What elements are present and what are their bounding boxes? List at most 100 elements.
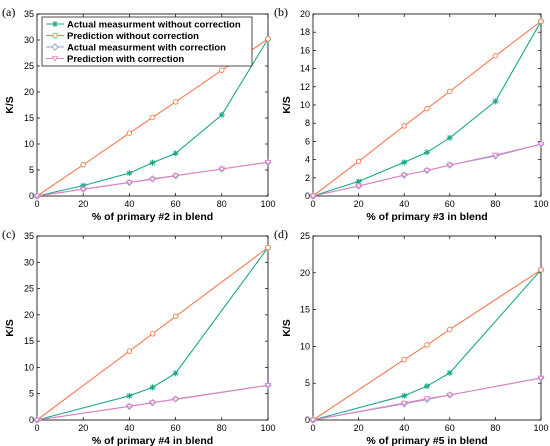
data-point [492, 98, 499, 105]
panel-label: (c) [2, 227, 15, 241]
x-tick-label: 40 [399, 199, 409, 209]
legend-entry: Prediction without correction [67, 31, 199, 42]
y-tick-label: 20 [300, 268, 310, 278]
series-prediction-with [33, 383, 272, 424]
y-tick-label: 5 [29, 389, 34, 399]
y-tick-label: 20 [300, 9, 310, 19]
data-point [537, 375, 545, 382]
panel-label: (b) [274, 5, 288, 19]
y-tick-label: 18 [300, 27, 310, 37]
y-axis-label: K/S [4, 319, 16, 337]
y-tick-label: 35 [24, 231, 34, 241]
y-tick-label: 35 [24, 9, 34, 19]
data-point [218, 111, 225, 118]
x-tick-label: 20 [354, 423, 364, 433]
y-tick-label: 20 [24, 310, 34, 320]
x-tick-label: 40 [399, 423, 409, 433]
x-axis-label: % of primary #2 in blend [92, 211, 213, 223]
panel-label: (d) [274, 227, 288, 241]
y-tick-label: 20 [24, 87, 34, 97]
data-point [446, 369, 453, 376]
legend-marker [51, 43, 59, 51]
y-tick-label: 2 [305, 173, 310, 183]
chart-panel-c: 0 20 40 60 80 100 0 5 10 15 20 25 30 35 % of primary #… [2, 227, 276, 446]
data-point [218, 166, 226, 173]
x-tick-label: 100 [260, 423, 275, 433]
legend-box [41, 16, 253, 67]
data-point [400, 172, 408, 179]
legend-entry: Actual measurment without correction [67, 19, 241, 30]
y-tick-label: 30 [24, 257, 34, 267]
x-tick-label: 20 [354, 199, 364, 209]
data-point [79, 186, 87, 193]
panel-label: (a) [2, 5, 15, 19]
data-point [126, 130, 133, 136]
x-tick-label: 0 [34, 423, 39, 433]
y-tick-label: 15 [300, 305, 310, 315]
data-point [309, 193, 317, 200]
data-point [401, 392, 408, 399]
data-point [401, 123, 407, 129]
plot-frame [36, 235, 269, 421]
data-point [172, 370, 179, 377]
series-prediction-with [33, 159, 272, 200]
x-tick-label: 100 [260, 199, 275, 209]
x-tick-label: 20 [78, 423, 88, 433]
x-tick-label: 0 [310, 423, 315, 433]
data-point [355, 183, 363, 190]
data-point [172, 313, 179, 320]
data-point [264, 383, 272, 389]
y-tick-label: 10 [300, 341, 310, 351]
y-axis-label: K/S [4, 96, 16, 114]
plot-frame [312, 235, 542, 421]
y-tick-label: 6 [305, 136, 310, 146]
y-tick-label: 0 [305, 191, 310, 201]
data-point [172, 150, 179, 157]
y-tick-label: 10 [24, 139, 34, 149]
data-point [265, 244, 271, 251]
data-point [401, 356, 407, 363]
data-point [400, 400, 408, 407]
x-tick-label: 60 [445, 423, 455, 433]
y-tick-label: 30 [24, 35, 34, 45]
chart-panel-a: 0 20 40 60 80 100 0 5 10 15 20 25 30 35 % of primary #… [2, 5, 276, 223]
legend-marker [52, 32, 58, 39]
x-tick-label: 100 [533, 423, 548, 433]
y-axis-label: K/S [281, 96, 293, 114]
x-tick-label: 20 [78, 199, 88, 209]
y-tick-label: 15 [24, 113, 34, 123]
data-point [149, 400, 156, 406]
series-prediction-without [310, 267, 544, 423]
x-tick-label: 80 [217, 199, 227, 209]
data-point [424, 105, 430, 112]
data-point [149, 177, 156, 183]
data-point [172, 173, 180, 179]
legend-entry: Actual measurment with correction [67, 42, 226, 53]
data-point [172, 397, 180, 403]
data-point [265, 36, 271, 42]
legend-entry: Prediction with correction [67, 54, 184, 65]
data-point [172, 99, 179, 105]
data-point [149, 384, 156, 391]
data-point [447, 88, 453, 95]
x-tick-label: 80 [490, 423, 500, 433]
x-tick-label: 40 [124, 423, 134, 433]
y-tick-label: 25 [300, 231, 310, 241]
x-tick-label: 80 [217, 423, 227, 433]
x-tick-label: 40 [124, 199, 134, 209]
x-tick-label: 60 [171, 423, 181, 433]
legend-marker [52, 21, 58, 27]
data-point [126, 170, 133, 177]
y-tick-label: 0 [305, 415, 310, 425]
data-point [149, 114, 156, 121]
y-tick-label: 10 [300, 100, 310, 110]
data-point [424, 149, 430, 156]
y-tick-label: 10 [24, 362, 34, 372]
y-tick-label: 8 [305, 118, 310, 128]
x-axis-label: % of primary #4 in blend [92, 435, 213, 446]
y-tick-label: 0 [29, 191, 34, 201]
x-axis-label: % of primary #5 in blend [366, 435, 487, 446]
y-tick-label: 15 [24, 336, 34, 346]
data-point [446, 162, 454, 169]
